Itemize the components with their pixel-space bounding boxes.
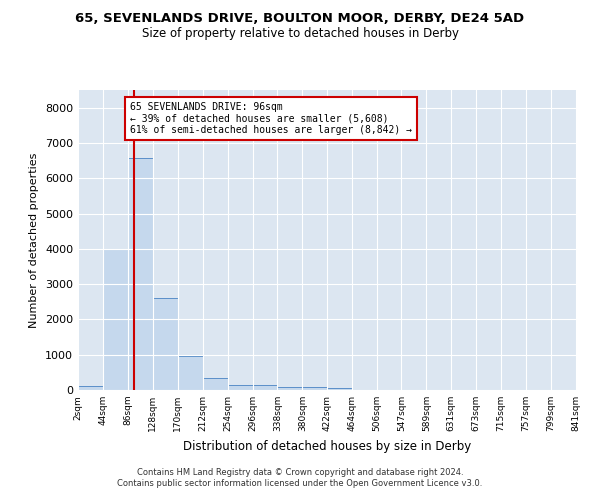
Bar <box>128 158 153 390</box>
Bar <box>153 298 178 390</box>
Text: 65 SEVENLANDS DRIVE: 96sqm
← 39% of detached houses are smaller (5,608)
61% of s: 65 SEVENLANDS DRIVE: 96sqm ← 39% of deta… <box>130 102 412 135</box>
Bar <box>277 387 302 390</box>
Text: 65, SEVENLANDS DRIVE, BOULTON MOOR, DERBY, DE24 5AD: 65, SEVENLANDS DRIVE, BOULTON MOOR, DERB… <box>76 12 524 26</box>
Text: Size of property relative to detached houses in Derby: Size of property relative to detached ho… <box>142 28 458 40</box>
Bar <box>327 388 352 390</box>
Y-axis label: Number of detached properties: Number of detached properties <box>29 152 40 328</box>
Bar <box>103 249 128 390</box>
Bar <box>253 386 277 390</box>
Bar <box>227 384 253 390</box>
X-axis label: Distribution of detached houses by size in Derby: Distribution of detached houses by size … <box>183 440 471 452</box>
Bar <box>203 378 227 390</box>
Bar <box>178 356 203 390</box>
Bar <box>78 386 103 390</box>
Bar <box>302 387 327 390</box>
Text: Contains HM Land Registry data © Crown copyright and database right 2024.
Contai: Contains HM Land Registry data © Crown c… <box>118 468 482 487</box>
